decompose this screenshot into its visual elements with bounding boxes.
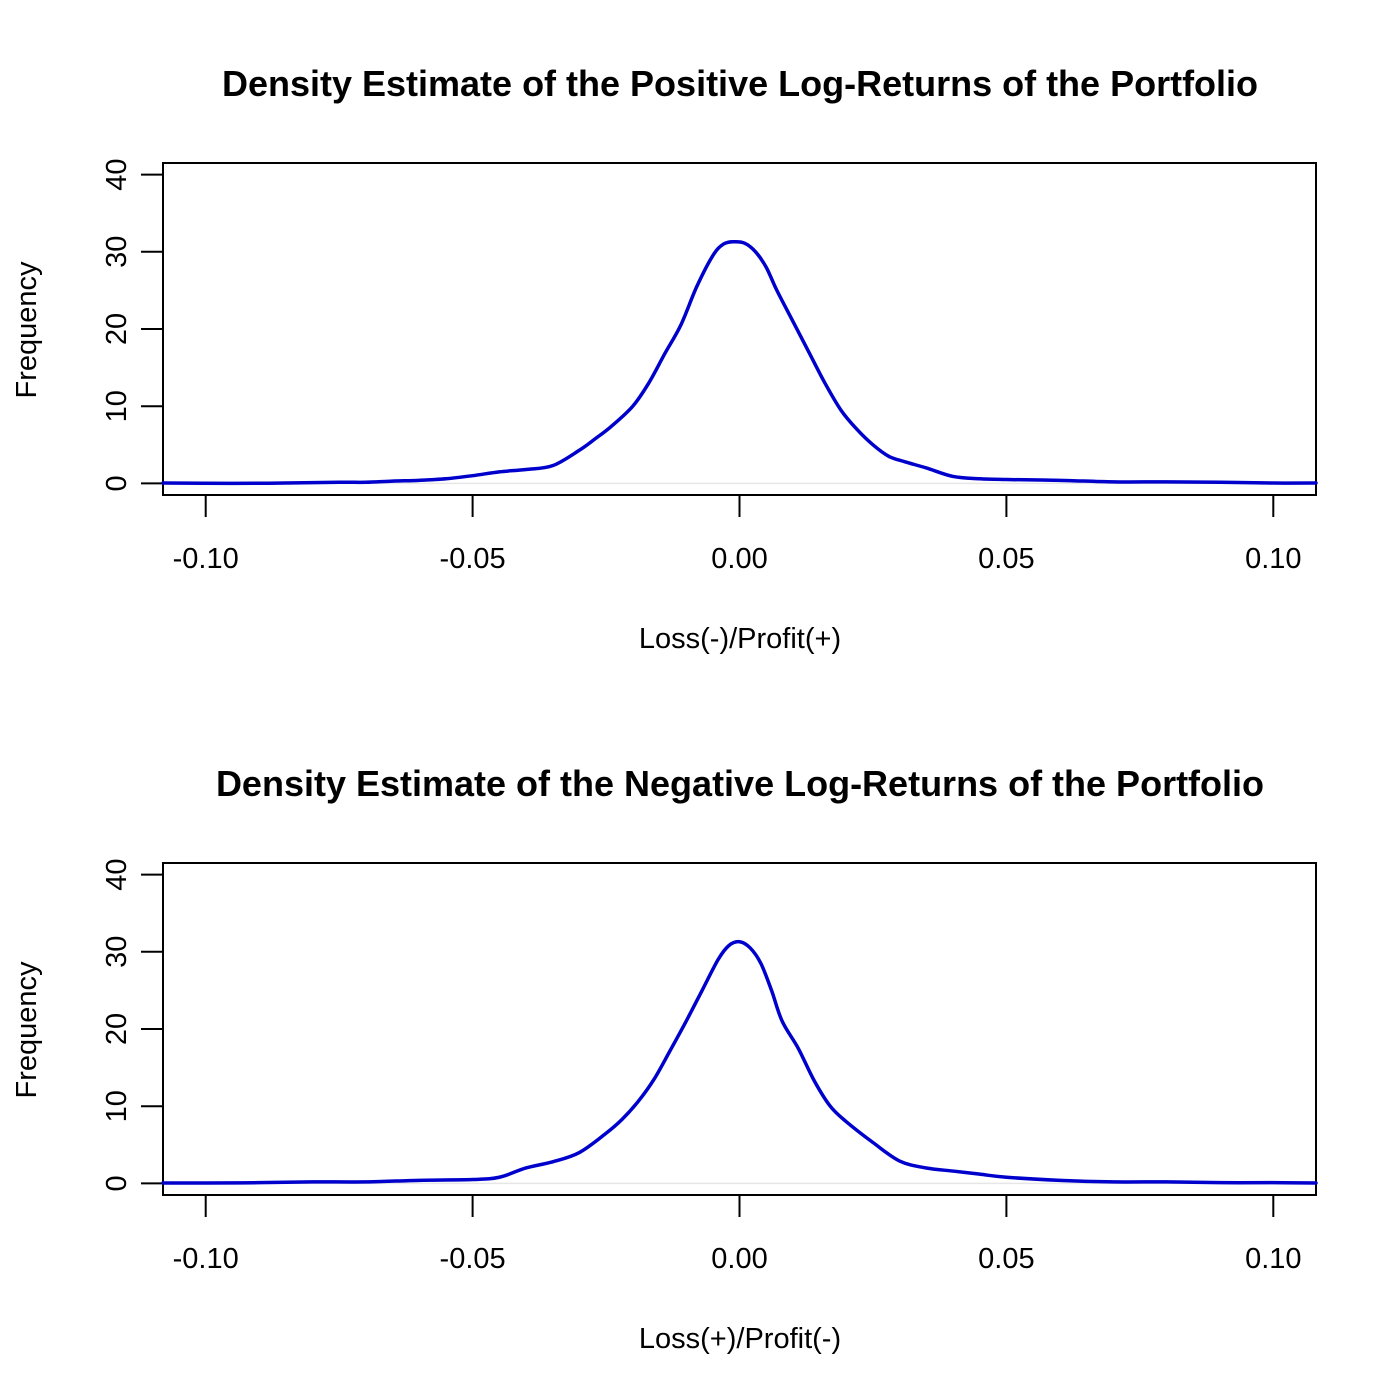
y-tick-label: 30: [101, 936, 133, 968]
y-tick-label: 10: [101, 390, 133, 422]
x-tick-label: -0.05: [440, 543, 506, 575]
y-tick-label: 40: [101, 858, 133, 890]
density-line: [161, 239, 1318, 486]
y-tick-label: 30: [101, 236, 133, 268]
y-axis-label: Frequency: [11, 261, 43, 399]
x-tick-label: -0.05: [440, 1243, 506, 1275]
density-panel-negative: Density Estimate of the Negative Log-Ret…: [11, 763, 1318, 1355]
x-tick-label: -0.10: [173, 1243, 239, 1275]
chart-title: Density Estimate of the Negative Log-Ret…: [216, 763, 1264, 804]
density-line: [161, 939, 1318, 1185]
y-tick-label: 20: [101, 313, 133, 345]
y-tick-label: 40: [101, 158, 133, 190]
x-tick-label: 0.10: [1245, 1243, 1301, 1275]
x-tick-label: 0.05: [978, 1243, 1034, 1275]
x-tick-label: 0.00: [711, 1243, 767, 1275]
y-tick-label: 0: [101, 1175, 133, 1191]
y-axis-label: Frequency: [11, 961, 43, 1099]
x-axis-label: Loss(-)/Profit(+): [639, 623, 841, 655]
x-axis-label: Loss(+)/Profit(-): [639, 1323, 841, 1355]
density-panel-positive: Density Estimate of the Positive Log-Ret…: [11, 63, 1318, 655]
plot-frame: [162, 862, 1317, 1196]
chart-title: Density Estimate of the Positive Log-Ret…: [222, 63, 1258, 104]
chart-marks: -0.10 -0.05 0.00 0.05 0.10 0 10 20 30 40: [101, 858, 1318, 1275]
plot-frame: [162, 162, 1317, 496]
x-tick-label: 0.10: [1245, 543, 1301, 575]
x-tick-label: 0.00: [711, 543, 767, 575]
y-tick-label: 10: [101, 1090, 133, 1122]
y-tick-label: 20: [101, 1013, 133, 1045]
chart-marks: -0.10 -0.05 0.00 0.05 0.10 0 10 20 30 40: [101, 158, 1318, 575]
y-tick-label: 0: [101, 475, 133, 491]
x-tick-label: -0.10: [173, 543, 239, 575]
x-tick-label: 0.05: [978, 543, 1034, 575]
